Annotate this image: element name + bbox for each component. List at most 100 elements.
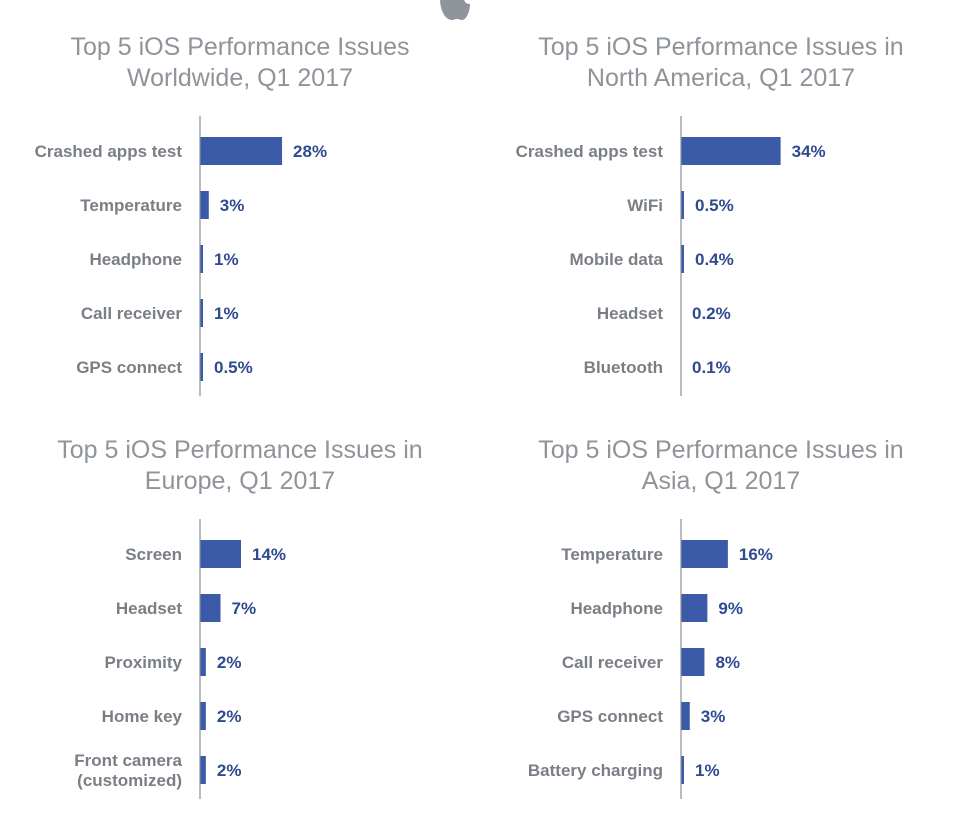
bar: [200, 191, 209, 219]
bar: [681, 191, 684, 219]
category-label: Crashed apps test: [516, 142, 664, 161]
chart-title-line-2: Europe, Q1 2017: [144, 467, 336, 495]
chart-panel-asia: Top 5 iOS Performance Issues in Asia, Q1…: [481, 403, 961, 803]
bar: [681, 540, 728, 568]
category-label: Headset: [116, 599, 182, 618]
category-label-line: GPS connect: [76, 358, 182, 377]
bar: [681, 245, 684, 273]
category-label-line: (customized): [77, 771, 182, 790]
category-label: WiFi: [627, 196, 663, 215]
category-label: Temperature: [80, 196, 182, 215]
bar-chart: Temperature 16% Headphone 9% Call receiver 8%…: [528, 519, 773, 799]
value-label: 9%: [718, 599, 743, 618]
chart-title: Top 5 iOS Performance Issues in North Am…: [481, 32, 961, 94]
bar: [681, 702, 690, 730]
category-label-line: Headset: [597, 304, 663, 323]
category-label: Headphone: [570, 599, 663, 618]
chart-panel-north-america: Top 5 iOS Performance Issues in North Am…: [481, 0, 961, 400]
category-label: Home key: [102, 707, 183, 726]
category-label-line: Call receiver: [81, 304, 183, 323]
bar: [681, 756, 684, 784]
value-label: 7%: [232, 599, 257, 618]
bar-chart: Crashed apps test 28% Temperature 3% Headpho…: [35, 116, 327, 396]
category-label-line: Headphone: [570, 599, 663, 618]
chart-panel-worldwide: Top 5 iOS Performance Issues Worldwide, …: [0, 0, 480, 400]
category-label: Front camera (customized): [74, 751, 182, 790]
chart-title: Top 5 iOS Performance Issues in Europe, …: [0, 435, 480, 497]
chart-title-line-2: Worldwide, Q1 2017: [126, 64, 354, 92]
category-label: Screen: [125, 545, 182, 564]
value-label: 1%: [695, 761, 720, 780]
value-label: 1%: [214, 304, 239, 323]
chart-title-line-1: Top 5 iOS Performance Issues in: [538, 436, 904, 464]
chart-title-line-1: Top 5 iOS Performance Issues: [70, 33, 410, 61]
value-label: 3%: [220, 196, 245, 215]
category-label-line: GPS connect: [557, 707, 663, 726]
category-label-line: WiFi: [627, 196, 663, 215]
bar: [200, 702, 206, 730]
category-label-line: Crashed apps test: [516, 142, 664, 161]
bar: [200, 245, 203, 273]
value-label: 8%: [715, 653, 740, 672]
value-label: 2%: [217, 653, 242, 672]
category-label: Battery charging: [528, 761, 663, 780]
bar: [200, 756, 206, 784]
category-label-line: Proximity: [105, 653, 183, 672]
category-label-line: Bluetooth: [584, 358, 663, 377]
value-label: 0.2%: [692, 304, 731, 323]
category-label-line: Home key: [102, 707, 183, 726]
value-label: 0.1%: [692, 358, 731, 377]
value-label: 0.5%: [214, 358, 253, 377]
chart-panel-europe: Top 5 iOS Performance Issues in Europe, …: [0, 403, 480, 803]
category-label-line: Headset: [116, 599, 182, 618]
bar: [681, 648, 705, 676]
category-label: Headphone: [89, 250, 182, 269]
value-label: 2%: [217, 707, 242, 726]
value-label: 0.5%: [695, 196, 734, 215]
category-label-line: Screen: [125, 545, 182, 564]
bar: [200, 299, 203, 327]
value-label: 0.4%: [695, 250, 734, 269]
category-label: Proximity: [105, 653, 183, 672]
category-label-line: Crashed apps test: [35, 142, 183, 161]
category-label: Crashed apps test: [35, 142, 183, 161]
chart-title-line-1: Top 5 iOS Performance Issues in: [57, 436, 423, 464]
bar: [200, 137, 283, 165]
category-label-line: Headphone: [89, 250, 182, 269]
value-label: 2%: [217, 761, 242, 780]
bar: [681, 137, 781, 165]
category-label-line: Battery charging: [528, 761, 663, 780]
chart-title: Top 5 iOS Performance Issues Worldwide, …: [0, 32, 480, 94]
category-label: Mobile data: [569, 250, 663, 269]
chart-title-line-1: Top 5 iOS Performance Issues in: [538, 33, 904, 61]
category-label-line: Temperature: [80, 196, 182, 215]
category-label-line: Temperature: [561, 545, 663, 564]
category-label: GPS connect: [557, 707, 663, 726]
category-label: Call receiver: [562, 653, 664, 672]
value-label: 34%: [792, 142, 826, 161]
category-label: GPS connect: [76, 358, 182, 377]
category-label: Temperature: [561, 545, 663, 564]
value-label: 14%: [252, 545, 286, 564]
bar-chart: Screen 14% Headset 7% Proximity 2% Home key 2% F…: [74, 519, 286, 799]
apple-logo-icon: [440, 0, 470, 20]
category-label-line: Call receiver: [562, 653, 664, 672]
bar: [200, 353, 203, 381]
chart-title-line-2: Asia, Q1 2017: [641, 467, 801, 495]
bar: [200, 648, 206, 676]
category-label: Bluetooth: [584, 358, 663, 377]
chart-title: Top 5 iOS Performance Issues in Asia, Q1…: [481, 435, 961, 497]
chart-title-line-2: North America, Q1 2017: [586, 64, 856, 92]
value-label: 3%: [701, 707, 726, 726]
value-label: 28%: [293, 142, 327, 161]
category-label-line: Front camera: [74, 751, 182, 770]
category-label: Call receiver: [81, 304, 183, 323]
bar: [200, 594, 221, 622]
value-label: 16%: [739, 545, 773, 564]
category-label: Headset: [597, 304, 663, 323]
bar: [681, 594, 708, 622]
bar: [200, 540, 242, 568]
category-label-line: Mobile data: [569, 250, 663, 269]
bar-chart: Crashed apps test 34% WiFi 0.5% Mobile data 0…: [516, 116, 826, 396]
value-label: 1%: [214, 250, 239, 269]
